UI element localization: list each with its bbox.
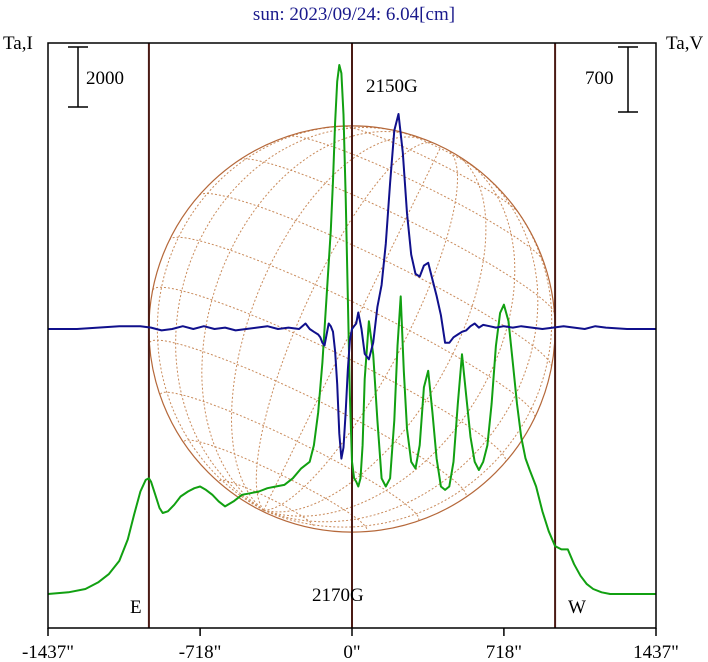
longitude-line: [201, 130, 414, 511]
limb-markers: [147, 43, 557, 628]
left-axis-label: Ta,I: [3, 33, 33, 54]
latitude-line: [199, 193, 552, 367]
longitude-line: [255, 142, 434, 511]
x-tick-label: -718": [179, 642, 222, 662]
latitude-line: [288, 135, 544, 261]
annotation-2170g: 2170G: [312, 585, 364, 606]
latitude-line: [183, 439, 368, 531]
right-axis-label: Ta,V: [666, 33, 703, 54]
west-label: W: [568, 597, 586, 618]
intensity-series-line: [47, 64, 656, 595]
longitude-line: [263, 203, 553, 528]
left-scale-bar: [68, 46, 88, 108]
polarization-series-line: [48, 113, 656, 460]
longitude-line: [156, 125, 353, 511]
longitude-line: [175, 126, 398, 511]
left-scale-bar-label: 2000: [86, 68, 124, 89]
latitude-line: [341, 125, 519, 213]
longitude-line: [263, 149, 459, 511]
right-scale-bar-label: 700: [585, 68, 614, 89]
longitude-line: [263, 146, 442, 511]
east-label: E: [130, 597, 142, 618]
chart-title: sun: 2023/09/24: 6.04[cm]: [253, 4, 455, 25]
x-tick-label: 0": [343, 642, 360, 662]
longitude-line: [230, 136, 427, 511]
longitude-line: [263, 161, 516, 517]
x-axis-ticks: -1437" -718" 0" 718" 1437": [22, 628, 679, 662]
latitude-line: [397, 130, 480, 172]
longitude-line: [263, 170, 539, 523]
latitude-line: [239, 158, 555, 314]
right-scale-bar: [618, 46, 638, 113]
x-tick-label: -1437": [22, 642, 74, 662]
series-group: [47, 64, 656, 595]
latitude-line: [152, 286, 507, 463]
longitude-line: [263, 153, 487, 513]
annotation-2150g: 2150G: [366, 76, 418, 97]
x-tick-label: 1437": [633, 642, 679, 662]
x-tick-label: 718": [486, 642, 522, 662]
